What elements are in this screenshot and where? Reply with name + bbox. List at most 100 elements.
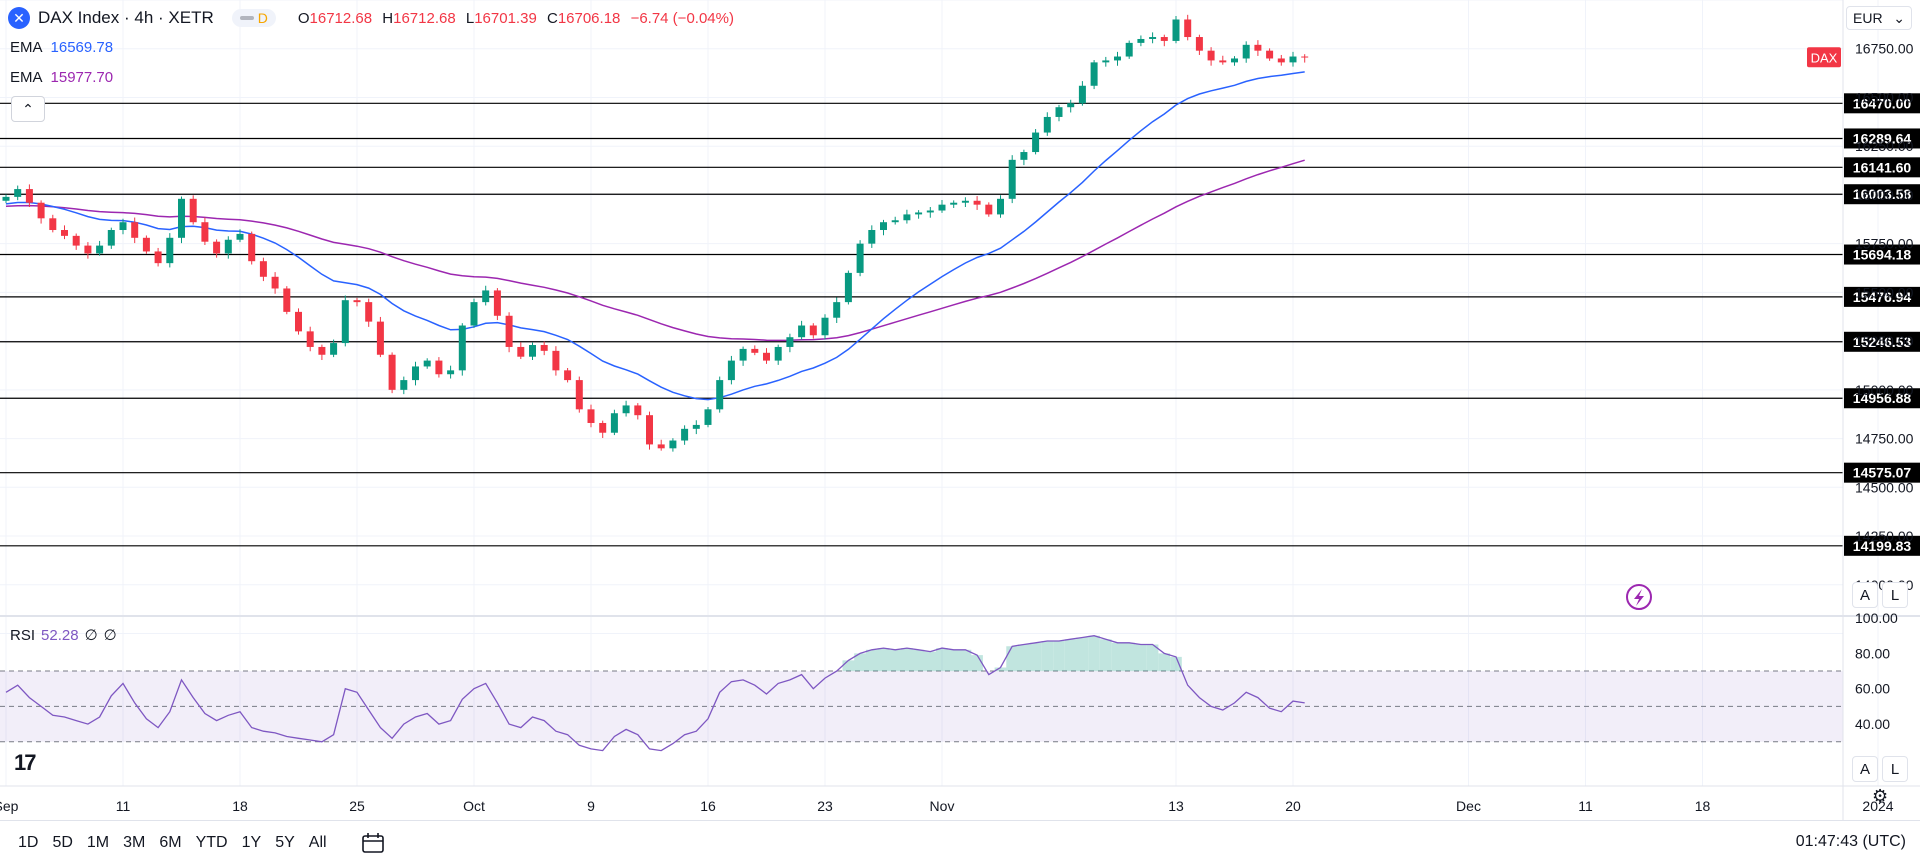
candle-body [552, 350, 560, 371]
candle-body [2, 196, 10, 201]
candle-body [154, 251, 162, 264]
candle-body [1055, 107, 1063, 117]
close-value: 16706.18 [557, 9, 621, 27]
rsi-log-scale-button[interactable]: L [1882, 756, 1908, 782]
symbol-title[interactable]: DAX Index · 4h · XETR [38, 8, 214, 27]
candle-body [353, 300, 361, 303]
rsi-tick-label: 40.00 [1855, 716, 1890, 732]
candle-body [798, 325, 806, 338]
range-6m[interactable]: 6M [159, 834, 182, 851]
level-tag-label: 15246.53 [1853, 334, 1912, 350]
candle-body [318, 346, 326, 355]
range-1y[interactable]: 1Y [241, 834, 262, 851]
chevron-down-icon: ⌄ [1893, 9, 1905, 26]
candle-body [1043, 116, 1051, 133]
candle-body [458, 325, 466, 371]
level-tag [1844, 244, 1920, 265]
candle-body [739, 348, 747, 361]
candle-body [330, 343, 338, 355]
gear-icon[interactable]: ⚙ [1872, 786, 1889, 806]
log-scale-button[interactable]: L [1882, 582, 1908, 608]
candle-body [763, 352, 770, 361]
indicator-ema-fast[interactable]: EMA 16569.78 [10, 39, 113, 56]
level-tag [1844, 184, 1920, 205]
symbol-badge-label: DAX [1811, 50, 1838, 65]
close-label: C [546, 9, 558, 27]
candle-body [14, 189, 22, 197]
time-label: 23 [817, 798, 833, 814]
candle-body [575, 380, 583, 410]
time-label: 13 [1168, 798, 1184, 814]
candle-body [482, 290, 490, 303]
time-label: Sep [0, 798, 19, 814]
candles[interactable] [2, 14, 1309, 452]
rsi-value: 52.28 [41, 627, 79, 644]
candle-body [1032, 132, 1040, 153]
candle-body [634, 405, 642, 416]
range-ytd[interactable]: YTD [195, 834, 228, 851]
candle-body [1254, 44, 1262, 51]
rsi-legend[interactable]: RSI 52.28 ∅ ∅ [10, 626, 123, 644]
candle-body [1301, 56, 1309, 58]
minus-icon [239, 16, 254, 20]
candle-body [1219, 60, 1227, 63]
candle-body [505, 315, 513, 347]
range-5y[interactable]: 5Y [275, 834, 295, 851]
grid-lines [0, 0, 1879, 786]
candle-body [985, 204, 993, 215]
candle-body [1231, 58, 1238, 63]
candle-body [493, 290, 501, 316]
range-1m[interactable]: 1M [86, 834, 110, 851]
candle-body [1020, 152, 1028, 160]
candle-body [166, 237, 174, 264]
collapse-button[interactable]: ⌃ [11, 96, 45, 122]
candle-body [423, 360, 431, 367]
rsi-auto-scale-button[interactable]: A [1852, 756, 1878, 782]
time-labels: Sep 11 18 25 Oct 9 16 23 Nov 13 20 Dec 11 18 2024 [0, 798, 1894, 814]
range-all[interactable]: All [308, 834, 327, 851]
chart-canvas[interactable]: 16470.00 16289.64 16141.60 16003.58 15694.18… [0, 0, 1920, 820]
candle-body [564, 370, 572, 381]
auto-scale-button[interactable]: A [1852, 582, 1878, 608]
candle-body [587, 409, 595, 423]
range-5d[interactable]: 5D [52, 834, 73, 851]
level-tag [1844, 128, 1920, 149]
level-tag-label: 16003.58 [1853, 186, 1912, 202]
indicator-value: 16569.78 [50, 39, 114, 56]
interval-pill[interactable]: D [231, 9, 276, 27]
price-tick-label: 16000.00 [1855, 187, 1914, 203]
symbol-badge-bg [1807, 47, 1841, 68]
candle-body [178, 198, 185, 238]
bolt-icon[interactable] [1626, 584, 1652, 610]
candle-body [1008, 159, 1016, 199]
level-tag-label: 15694.18 [1853, 247, 1912, 263]
candle-body [529, 345, 536, 357]
range-1d[interactable]: 1D [18, 834, 39, 851]
rsi-tick-label: 100.00 [1855, 610, 1898, 626]
utc-clock[interactable]: 01:47:43 (UTC) [1795, 833, 1906, 850]
rsi-band [0, 670, 1843, 743]
candle-body [1090, 62, 1098, 86]
candle-body [704, 409, 712, 425]
level-tag-label: 14199.83 [1853, 538, 1912, 554]
candle-body [72, 235, 80, 246]
candle-body [49, 218, 57, 231]
price-levels [0, 102, 1843, 547]
candle-body [341, 300, 349, 344]
calendar-icon[interactable] [361, 833, 384, 853]
indicator-ema-slow[interactable]: EMA 15977.70 [10, 69, 113, 86]
candle-body [213, 241, 221, 254]
time-label: Oct [463, 798, 485, 814]
chart-header: ✕ DAX Index · 4h · XETR D O16712.68 H167… [8, 4, 740, 32]
level-tag [1844, 331, 1920, 352]
open-label: O [297, 9, 310, 27]
candle-body [915, 212, 923, 215]
candle-body [1125, 42, 1133, 57]
range-3m[interactable]: 3M [123, 834, 146, 851]
currency-select[interactable]: EUR ⌄ [1846, 6, 1912, 30]
tradingview-logo[interactable]: 17 [14, 750, 37, 775]
time-label: 2024 [1862, 798, 1893, 814]
symbol-logo-icon: ✕ [8, 7, 30, 29]
candle-body [517, 346, 525, 357]
open-value: 16712.68 [309, 9, 373, 27]
